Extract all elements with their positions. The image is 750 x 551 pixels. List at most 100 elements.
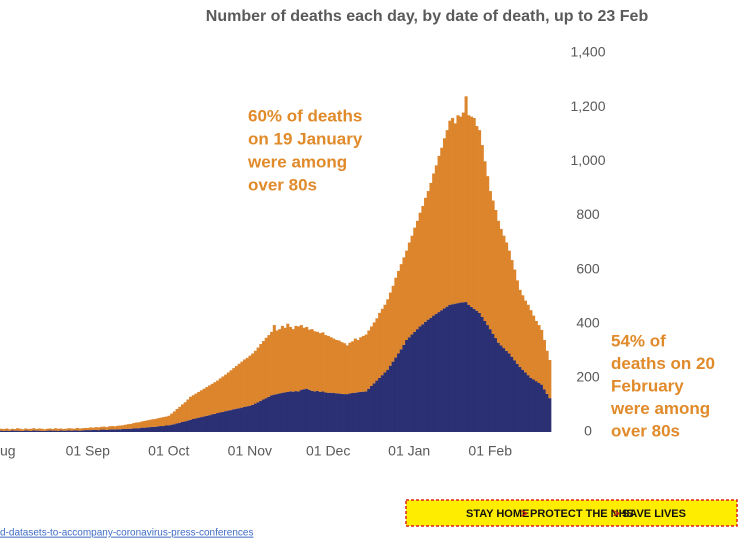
bar-segment [275, 394, 279, 432]
bar-segment [124, 429, 128, 432]
bar-segment [162, 426, 166, 432]
bar-segment [143, 420, 147, 428]
bar-segment [99, 429, 103, 432]
bar-segment [394, 357, 398, 432]
bar-segment [548, 359, 552, 399]
annotation: over 80s [248, 175, 317, 194]
bar-segment [461, 112, 465, 303]
bar-segment [35, 430, 39, 432]
bar-segment [378, 377, 382, 432]
bar-segment [378, 312, 382, 378]
bar-segment [189, 396, 193, 420]
bar-segment [32, 428, 36, 431]
bar-segment [307, 329, 311, 390]
bar-segment [337, 340, 341, 394]
bar-segment [283, 392, 287, 432]
bar-segment [289, 391, 293, 432]
bar-segment [496, 342, 501, 432]
bar-segment [413, 227, 417, 332]
x-tick-label: ug [0, 443, 16, 459]
x-tick-label: 01 Nov [228, 443, 272, 459]
bar-segment [469, 116, 474, 307]
bar-segment [540, 329, 544, 385]
bar-segment [135, 428, 139, 432]
bar-segment [345, 394, 349, 432]
bar-segment [502, 235, 506, 349]
bar-segment [299, 325, 303, 391]
bar-segment [224, 374, 228, 412]
bar-segment [183, 421, 187, 432]
bar-segment [113, 429, 117, 432]
bar-segment [478, 312, 482, 432]
bar-segment [334, 393, 338, 432]
bar-segment [216, 413, 220, 432]
y-tick-label: 0 [584, 423, 592, 439]
bar-segment [67, 430, 71, 432]
bar-segment [407, 337, 411, 432]
bar-segment [221, 376, 225, 412]
bar-segment [437, 155, 441, 313]
bar-segment [526, 375, 530, 432]
bar-segment [159, 426, 163, 432]
bar-segment [302, 327, 306, 390]
bar-segment [475, 126, 479, 311]
bar-segment [415, 220, 420, 330]
bar-segment [221, 411, 225, 432]
bar-segment [43, 429, 47, 431]
bar-segment [424, 321, 428, 432]
bar-segment [386, 299, 390, 370]
bar-segment [102, 429, 106, 432]
bar-segment [248, 355, 252, 406]
bar-segment [475, 310, 479, 432]
bar-segment [278, 329, 282, 394]
bar-segment [202, 416, 206, 432]
bar-segment [145, 427, 149, 432]
bar-segment [305, 326, 309, 389]
bar-segment [54, 428, 58, 431]
bar-segment [207, 415, 212, 432]
banner-box [405, 499, 738, 527]
bar-segment [499, 345, 503, 432]
bar-segment [186, 420, 190, 432]
bar-segment [402, 257, 406, 345]
bar-segment [456, 303, 460, 432]
bar-segment [137, 428, 141, 432]
bar-segment [313, 331, 317, 392]
bar-segment [529, 310, 533, 378]
bar-segment [321, 391, 325, 432]
bar-segment [280, 392, 284, 432]
bar-segment [140, 421, 144, 428]
bar-segment [332, 338, 336, 394]
bar-segment [453, 303, 457, 432]
banner-text: STAY HOME [466, 508, 529, 520]
bar-segment [380, 308, 384, 376]
bar-segment [291, 329, 295, 392]
bar-segment [496, 220, 501, 343]
bar-segment [388, 365, 392, 432]
bar-segment [180, 404, 185, 422]
bar-segment [0, 430, 4, 432]
x-tick-label: 01 Dec [306, 443, 350, 459]
bar-segment [167, 415, 171, 426]
bar-segment [13, 430, 17, 432]
bar-segment [370, 326, 374, 386]
bar-segment [486, 325, 490, 432]
bar-segment [56, 430, 60, 432]
bar-segment [245, 357, 249, 407]
bar-segment [532, 379, 536, 432]
bar-segment [442, 308, 447, 432]
bar-segment [191, 395, 195, 420]
bar-segment [421, 324, 425, 432]
bar-segment [229, 370, 233, 411]
y-tick-label: 800 [576, 206, 600, 222]
bar-segment [113, 426, 117, 430]
bar-segment [459, 302, 463, 432]
bar-segment [432, 173, 436, 316]
chart-title: Number of deaths each day, by date of de… [206, 8, 649, 25]
bar-segment [413, 331, 417, 432]
bar-segment [397, 270, 401, 354]
source-link[interactable]: d-datasets-to-accompany-coronavirus-pres… [0, 528, 253, 539]
bar-segment [183, 402, 187, 422]
bar-segment [37, 430, 41, 432]
bar-segment [164, 425, 168, 432]
